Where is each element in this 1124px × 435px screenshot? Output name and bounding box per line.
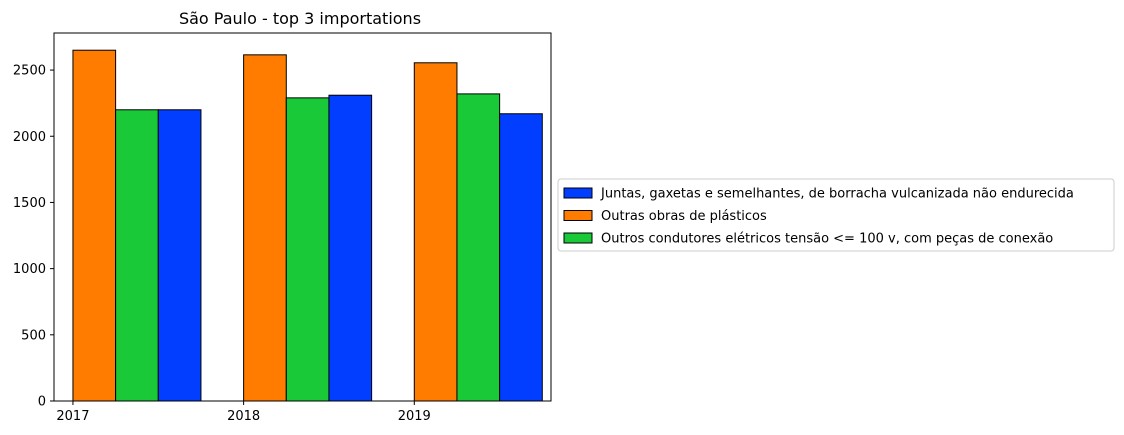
y-tick-label: 0: [38, 395, 46, 410]
bar-2017-3: [115, 109, 159, 402]
bar-2017-1: [157, 109, 202, 402]
y-tick-label: 1000: [13, 262, 46, 277]
bar-2018-2: [243, 54, 287, 402]
bar-2018-3: [285, 97, 330, 402]
y-tick-label: 1500: [13, 196, 46, 211]
x-tick-label: 2019: [398, 409, 431, 424]
bars-group: [72, 49, 543, 402]
legend-swatch: [563, 232, 593, 244]
plot-frame: [53, 32, 552, 402]
y-tick-label: 2500: [13, 64, 46, 79]
legend-swatch: [563, 187, 593, 199]
legend-swatch: [563, 210, 593, 221]
bar-2018-1: [328, 94, 373, 402]
bar-2019-2: [413, 62, 458, 402]
bar-2017-2: [72, 49, 117, 402]
bar-2019-1: [499, 113, 543, 402]
axes-group: 0 500 1000 1500 2000 2500 2017 2018 2019: [13, 32, 552, 424]
x-tick-label: 2017: [56, 409, 89, 424]
legend-label: Outros condutores elétricos tensão <= 10…: [601, 232, 1053, 247]
legend-label: Juntas, gaxetas e semelhantes, de borrac…: [600, 187, 1074, 202]
legend-box: [557, 178, 1115, 252]
legend-label: Outras obras de plásticos: [601, 209, 767, 224]
chart-title: São Paulo - top 3 importations: [179, 9, 421, 28]
y-tick-label: 500: [21, 328, 46, 343]
bar-2019-3: [456, 93, 501, 402]
y-tick-label: 2000: [13, 130, 46, 145]
legend: Juntas, gaxetas e semelhantes, de borrac…: [557, 178, 1115, 252]
x-tick-label: 2018: [227, 409, 260, 424]
